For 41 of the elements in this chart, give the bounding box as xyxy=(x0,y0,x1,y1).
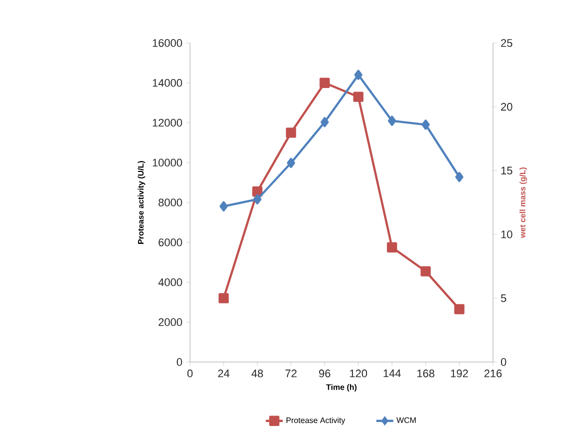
x-tick-label: 48 xyxy=(251,370,263,378)
x-tick-label: 192 xyxy=(451,370,468,378)
y2-tick-label: 15 xyxy=(501,166,512,174)
y-tick-label: 14000 xyxy=(152,79,182,87)
y-tick-label: 0 xyxy=(176,358,182,366)
x-tick-label: 0 xyxy=(187,370,193,378)
point xyxy=(252,186,262,197)
point xyxy=(353,92,364,102)
point xyxy=(320,117,329,128)
point xyxy=(286,128,296,138)
y2-tick-label: 20 xyxy=(501,102,512,111)
point xyxy=(386,242,398,252)
point xyxy=(422,120,430,130)
x-tick-label: 216 xyxy=(484,370,502,378)
y2-tick-label: 5 xyxy=(500,294,506,302)
point xyxy=(218,293,229,304)
y-tick-label: 8000 xyxy=(158,198,182,206)
y2-tick-label: 25 xyxy=(501,39,512,47)
y2-tick-label: 0 xyxy=(500,358,506,366)
x-tick-label: 96 xyxy=(319,370,330,378)
y-tick-label: 6000 xyxy=(158,238,182,246)
point xyxy=(455,172,464,182)
point xyxy=(388,116,396,126)
y-tick-label: 2000 xyxy=(158,318,182,326)
y2-tick-label: 10 xyxy=(501,230,512,238)
x-tick-label: 24 xyxy=(218,370,230,378)
x-tick-label: 144 xyxy=(384,370,401,378)
y-tick-label: 4000 xyxy=(158,278,182,286)
y-tick-label: 12000 xyxy=(152,118,182,127)
point xyxy=(320,78,330,88)
y-tick-label: 16000 xyxy=(152,39,182,47)
point xyxy=(454,304,464,314)
point xyxy=(220,201,228,212)
x-tick-label: 72 xyxy=(285,370,297,378)
point xyxy=(354,70,362,80)
y-tick-label: 10000 xyxy=(152,158,182,167)
point xyxy=(286,158,296,168)
point xyxy=(420,266,431,276)
x-tick-label: 168 xyxy=(417,370,434,378)
point xyxy=(253,194,262,204)
x-tick-label: 120 xyxy=(350,370,368,378)
